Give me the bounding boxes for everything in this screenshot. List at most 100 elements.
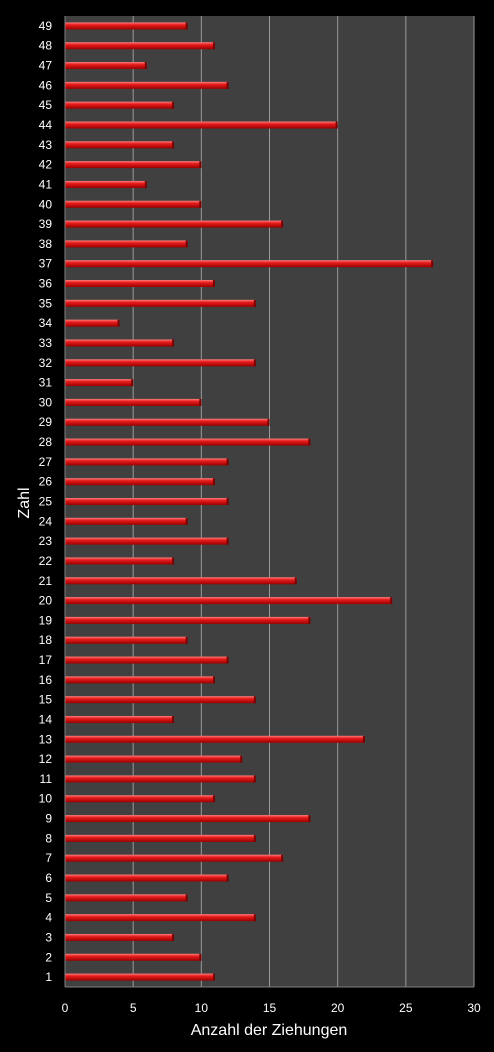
bar-32 bbox=[65, 359, 256, 367]
bar-end-34 bbox=[117, 319, 120, 327]
bar-18 bbox=[65, 636, 188, 644]
bar-37 bbox=[65, 260, 434, 268]
bar-5 bbox=[65, 894, 188, 902]
x-tick-label: 5 bbox=[130, 1001, 137, 1015]
bar-end-3 bbox=[172, 933, 175, 941]
x-tick-label: 0 bbox=[62, 1001, 69, 1015]
bar-end-22 bbox=[172, 557, 175, 565]
bar-42 bbox=[65, 161, 202, 169]
y-tick-label: 15 bbox=[39, 693, 53, 707]
y-tick-label: 6 bbox=[45, 871, 52, 885]
bar-end-26 bbox=[212, 478, 215, 486]
y-axis-label: Zahl bbox=[16, 487, 33, 518]
bar-end-25 bbox=[226, 498, 229, 505]
bar-end-36 bbox=[212, 280, 215, 288]
bar-end-31 bbox=[131, 379, 134, 387]
bar-end-45 bbox=[172, 101, 175, 109]
bar-26 bbox=[65, 478, 215, 486]
bar-end-20 bbox=[390, 597, 393, 605]
y-tick-label: 2 bbox=[45, 950, 52, 964]
bar-36 bbox=[65, 280, 215, 288]
x-tick-label: 30 bbox=[467, 1001, 481, 1015]
y-tick-label: 7 bbox=[45, 851, 52, 865]
bar-end-33 bbox=[172, 339, 175, 347]
bar-end-1 bbox=[212, 973, 215, 981]
bar-end-38 bbox=[185, 240, 188, 248]
x-tick-label: 15 bbox=[263, 1001, 277, 1015]
bar-1 bbox=[65, 973, 215, 981]
bar-end-4 bbox=[253, 914, 256, 922]
bar-7 bbox=[65, 854, 284, 862]
y-tick-label: 30 bbox=[39, 395, 53, 409]
bar-2 bbox=[65, 953, 202, 961]
y-tick-label: 12 bbox=[39, 752, 53, 766]
bar-end-35 bbox=[253, 299, 256, 307]
bar-34 bbox=[65, 319, 120, 327]
y-tick-label: 9 bbox=[45, 812, 52, 826]
bar-6 bbox=[65, 874, 229, 882]
y-tick-label: 37 bbox=[39, 257, 53, 271]
bar-end-10 bbox=[212, 795, 215, 803]
bar-end-7 bbox=[281, 854, 284, 862]
y-tick-label: 16 bbox=[39, 673, 53, 687]
bar-8 bbox=[65, 834, 256, 842]
bar-end-28 bbox=[308, 438, 311, 446]
y-tick-label: 49 bbox=[39, 19, 53, 33]
bar-3 bbox=[65, 933, 175, 941]
bar-end-17 bbox=[226, 656, 229, 664]
y-tick-label: 25 bbox=[39, 495, 53, 509]
bar-end-12 bbox=[240, 755, 243, 763]
bar-27 bbox=[65, 458, 229, 466]
bar-end-9 bbox=[308, 815, 311, 823]
y-tick-label: 39 bbox=[39, 217, 53, 231]
bar-end-18 bbox=[185, 636, 188, 644]
bar-13 bbox=[65, 735, 365, 743]
x-tick-label: 20 bbox=[331, 1001, 345, 1015]
y-tick-label: 35 bbox=[39, 296, 53, 310]
bar-30 bbox=[65, 398, 202, 406]
bar-end-43 bbox=[172, 141, 175, 149]
bar-end-23 bbox=[226, 537, 229, 545]
bar-end-19 bbox=[308, 616, 311, 624]
y-tick-label: 19 bbox=[39, 613, 53, 627]
bar-35 bbox=[65, 299, 256, 307]
y-tick-label: 48 bbox=[39, 39, 53, 53]
bar-11 bbox=[65, 775, 256, 783]
bar-45 bbox=[65, 101, 175, 109]
y-tick-label: 45 bbox=[39, 98, 53, 112]
bar-25 bbox=[65, 498, 229, 505]
bar-44 bbox=[65, 121, 338, 129]
y-tick-label: 31 bbox=[39, 376, 53, 390]
bar-40 bbox=[65, 200, 202, 208]
bar-23 bbox=[65, 537, 229, 545]
bar-end-46 bbox=[226, 81, 229, 89]
bar-end-16 bbox=[212, 676, 215, 684]
y-tick-label: 24 bbox=[39, 514, 53, 528]
bar-end-42 bbox=[199, 161, 202, 169]
bar-12 bbox=[65, 755, 243, 763]
bar-end-13 bbox=[362, 735, 365, 743]
bar-20 bbox=[65, 597, 393, 605]
y-tick-label: 3 bbox=[45, 930, 52, 944]
y-tick-label: 29 bbox=[39, 415, 53, 429]
bars bbox=[65, 22, 434, 981]
y-tick-label: 28 bbox=[39, 435, 53, 449]
y-tick-label: 13 bbox=[39, 732, 53, 746]
bar-end-21 bbox=[294, 577, 297, 585]
y-tick-label: 26 bbox=[39, 475, 53, 489]
bar-49 bbox=[65, 22, 188, 30]
bar-end-14 bbox=[172, 715, 175, 723]
bar-end-32 bbox=[253, 359, 256, 367]
x-axis-label: Anzahl der Ziehungen bbox=[191, 1022, 348, 1039]
bar-28 bbox=[65, 438, 311, 446]
bar-end-41 bbox=[144, 180, 147, 188]
y-tick-label: 21 bbox=[39, 574, 53, 588]
bar-38 bbox=[65, 240, 188, 248]
y-tick-label: 17 bbox=[39, 653, 53, 667]
bar-33 bbox=[65, 339, 175, 347]
bar-end-24 bbox=[185, 517, 188, 525]
y-tick-label: 46 bbox=[39, 78, 53, 92]
y-tick-label: 43 bbox=[39, 138, 53, 152]
bar-end-11 bbox=[253, 775, 256, 783]
bar-end-37 bbox=[431, 260, 434, 268]
